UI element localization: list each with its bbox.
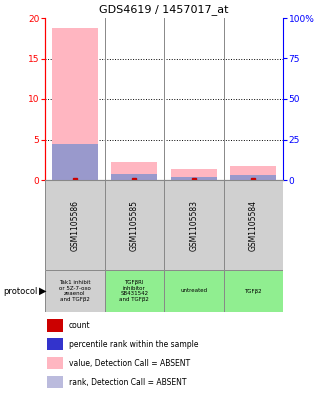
Text: TGFβRI
inhibitor
SB431542
and TGFβ2: TGFβRI inhibitor SB431542 and TGFβ2 (119, 280, 149, 302)
Bar (52, 144, 98, 180)
Title: GDS4619 / 1457017_at: GDS4619 / 1457017_at (99, 4, 229, 15)
Bar (47, 357, 63, 369)
Bar (230, 175, 276, 180)
Text: Tak1 inhibit
or 5Z-7-oxo
zeaenol
and TGFβ2: Tak1 inhibit or 5Z-7-oxo zeaenol and TGF… (59, 280, 91, 302)
Text: GSM1105586: GSM1105586 (70, 200, 79, 250)
Bar (52, 28, 98, 180)
Bar (230, 166, 276, 180)
Bar (171, 177, 217, 180)
Text: ▶: ▶ (39, 286, 47, 296)
Bar (223, 270, 283, 312)
Bar (171, 169, 217, 180)
Text: rank, Detection Call = ABSENT: rank, Detection Call = ABSENT (69, 378, 186, 387)
Text: value, Detection Call = ABSENT: value, Detection Call = ABSENT (69, 359, 190, 368)
Bar (47, 338, 63, 351)
Bar (111, 174, 157, 180)
Bar (47, 320, 63, 332)
Bar (105, 270, 164, 312)
Text: count: count (69, 321, 91, 331)
Bar (164, 180, 223, 270)
Text: untreated: untreated (180, 288, 207, 294)
Bar (45, 180, 105, 270)
Bar (223, 180, 283, 270)
Text: GSM1105584: GSM1105584 (249, 200, 258, 250)
Text: GSM1105583: GSM1105583 (189, 200, 198, 250)
Text: TGFβ2: TGFβ2 (244, 288, 262, 294)
Bar (164, 270, 223, 312)
Text: percentile rank within the sample: percentile rank within the sample (69, 340, 198, 349)
Text: protocol: protocol (3, 286, 37, 296)
Bar (105, 180, 164, 270)
Bar (47, 376, 63, 388)
Bar (111, 162, 157, 180)
Bar (45, 270, 105, 312)
Text: GSM1105585: GSM1105585 (130, 200, 139, 250)
